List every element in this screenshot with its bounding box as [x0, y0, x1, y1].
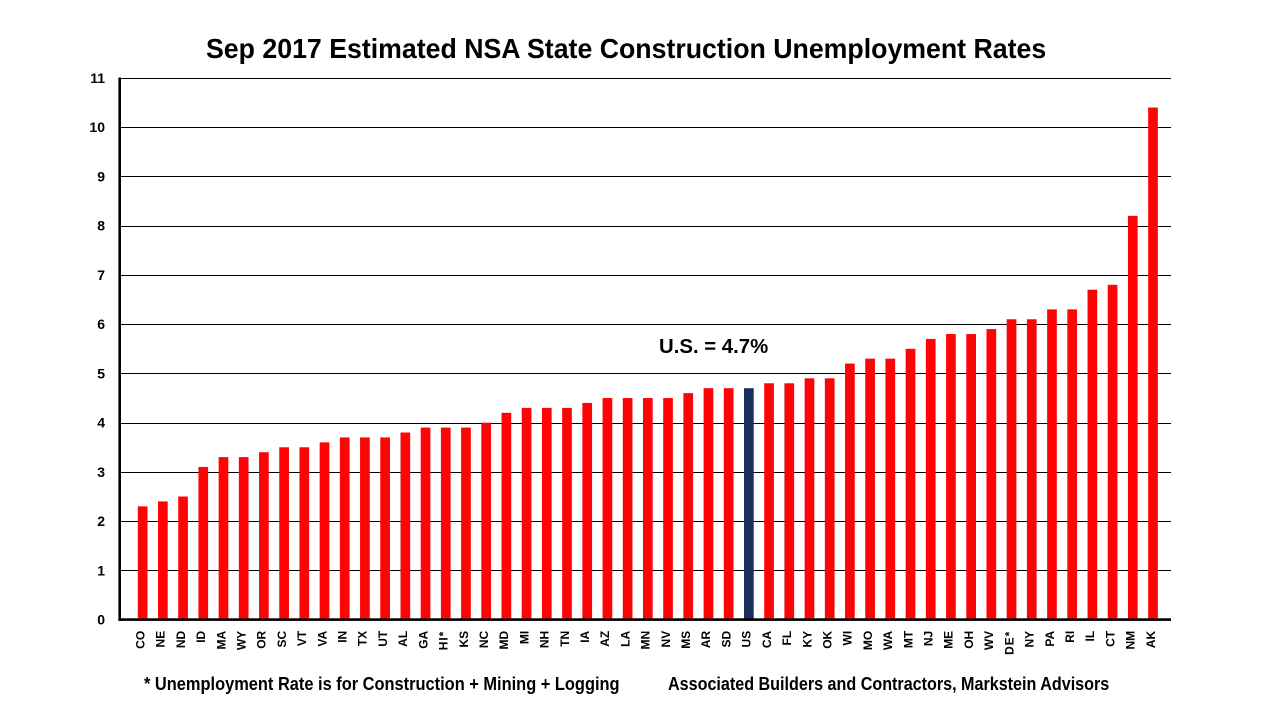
- svg-text:MT: MT: [901, 630, 915, 648]
- svg-text:IN: IN: [336, 631, 350, 643]
- svg-text:CT: CT: [1103, 630, 1117, 647]
- svg-text:WV: WV: [982, 631, 996, 650]
- svg-text:5: 5: [97, 365, 105, 381]
- svg-text:KY: KY: [800, 631, 814, 648]
- svg-text:WY: WY: [234, 631, 248, 650]
- svg-text:GA: GA: [416, 630, 430, 648]
- svg-text:SD: SD: [719, 630, 733, 647]
- svg-text:ME: ME: [942, 631, 956, 649]
- svg-text:MO: MO: [861, 631, 875, 650]
- svg-text:WA: WA: [881, 630, 895, 650]
- svg-text:ID: ID: [194, 630, 208, 642]
- svg-text:WI: WI: [841, 631, 855, 646]
- svg-text:ND: ND: [174, 630, 188, 648]
- svg-text:11: 11: [90, 70, 105, 86]
- svg-text:NE: NE: [154, 631, 168, 648]
- svg-text:3: 3: [97, 464, 105, 480]
- svg-text:NM: NM: [1124, 631, 1138, 650]
- svg-text:1: 1: [97, 562, 105, 578]
- svg-text:VA: VA: [315, 630, 329, 646]
- svg-text:NJ: NJ: [922, 631, 936, 646]
- svg-text:NV: NV: [659, 631, 673, 648]
- svg-text:MI: MI: [517, 631, 531, 644]
- svg-text:CO: CO: [133, 631, 147, 649]
- svg-text:NH: NH: [538, 631, 552, 648]
- svg-text:AK: AK: [1144, 630, 1158, 648]
- svg-text:9: 9: [97, 169, 105, 185]
- svg-text:MD: MD: [497, 630, 511, 649]
- svg-text:0: 0: [97, 612, 105, 628]
- svg-text:IA: IA: [578, 630, 592, 642]
- svg-text:OH: OH: [962, 631, 976, 649]
- svg-text:SC: SC: [275, 630, 289, 647]
- svg-text:UT: UT: [376, 630, 390, 647]
- svg-text:PA: PA: [1043, 630, 1057, 646]
- svg-text:TN: TN: [558, 631, 572, 647]
- svg-text:IL: IL: [1083, 631, 1097, 642]
- svg-text:6: 6: [97, 316, 105, 332]
- svg-text:RI: RI: [1063, 631, 1077, 643]
- svg-text:NY: NY: [1023, 631, 1037, 648]
- svg-text:US: US: [740, 631, 754, 648]
- svg-text:NC: NC: [477, 630, 491, 648]
- svg-text:VT: VT: [295, 630, 309, 646]
- svg-text:CA: CA: [760, 630, 774, 648]
- svg-text:AZ: AZ: [598, 631, 612, 647]
- svg-text:LA: LA: [618, 630, 632, 646]
- svg-text:AR: AR: [699, 630, 713, 648]
- svg-text:DE*: DE*: [1002, 631, 1016, 655]
- svg-text:OR: OR: [255, 630, 269, 648]
- svg-text:MN: MN: [639, 631, 653, 650]
- svg-text:FL: FL: [780, 631, 794, 646]
- svg-text:MS: MS: [679, 631, 693, 649]
- svg-text:AL: AL: [396, 631, 410, 647]
- svg-text:10: 10: [89, 119, 105, 135]
- svg-text:KS: KS: [457, 631, 471, 648]
- svg-text:OK: OK: [820, 630, 834, 648]
- svg-text:TX: TX: [356, 631, 370, 646]
- svg-text:4: 4: [97, 415, 105, 431]
- svg-text:HI*: HI*: [437, 631, 451, 650]
- svg-text:MA: MA: [214, 630, 228, 649]
- svg-text:7: 7: [97, 267, 105, 283]
- svg-text:2: 2: [97, 513, 105, 529]
- svg-text:8: 8: [97, 218, 105, 234]
